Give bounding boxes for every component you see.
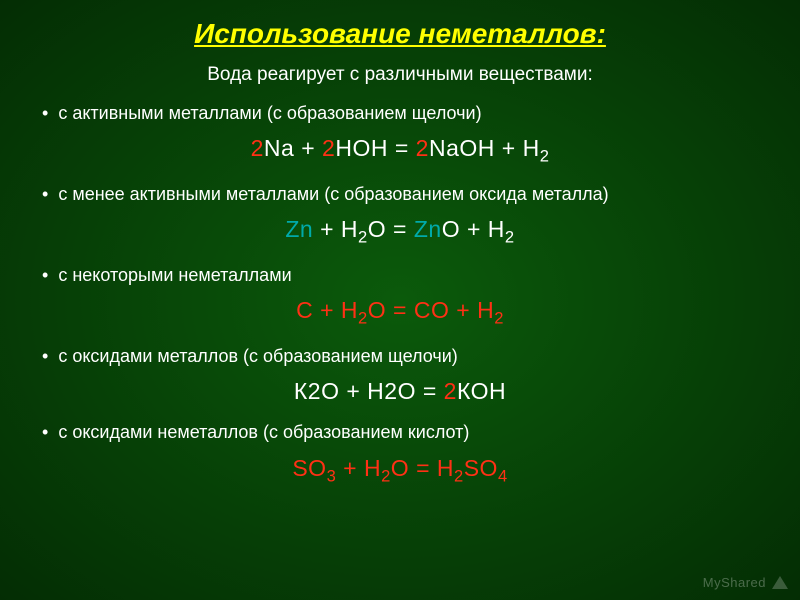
bullet-row: • с оксидами металлов (с образованием ще…	[42, 345, 758, 368]
watermark-text: MyShared	[703, 575, 766, 590]
formula-1: Zn + H2O = ZnO + H2	[42, 216, 758, 248]
slide: Использование неметаллов: Вода реагирует…	[0, 0, 800, 486]
formula-0: 2Na + 2HOH = 2NaOH + H2	[42, 135, 758, 167]
item-label: с оксидами неметаллов (с образованием ки…	[58, 421, 469, 444]
item-label: с активными металлами (с образованием ще…	[58, 102, 481, 125]
bullet-icon: •	[42, 421, 48, 444]
item-0: • с активными металлами (с образованием …	[42, 102, 758, 167]
item-2: • с некоторыми неметаллами C + H2O = CO …	[42, 264, 758, 329]
bullet-row: • с оксидами неметаллов (с образованием …	[42, 421, 758, 444]
formula-4: SO3 + H2O = H2SO4	[42, 455, 758, 487]
bullet-row: • с активными металлами (с образованием …	[42, 102, 758, 125]
item-1: • с менее активными металлами (с образов…	[42, 183, 758, 248]
bullet-icon: •	[42, 102, 48, 125]
bullet-row: • с некоторыми неметаллами	[42, 264, 758, 287]
slide-title: Использование неметаллов:	[42, 18, 758, 50]
bullet-icon: •	[42, 183, 48, 206]
slide-subtitle: Вода реагирует с различными веществами:	[42, 64, 758, 86]
bullet-row: • с менее активными металлами (с образов…	[42, 183, 758, 206]
item-label: с оксидами металлов (с образованием щело…	[58, 345, 457, 368]
formula-3: К2О + Н2О = 2КОН	[42, 378, 758, 405]
bullet-icon: •	[42, 264, 48, 287]
item-3: • с оксидами металлов (с образованием ще…	[42, 345, 758, 405]
play-icon	[772, 576, 788, 589]
bullet-icon: •	[42, 345, 48, 368]
item-label: с некоторыми неметаллами	[58, 264, 291, 287]
item-4: • с оксидами неметаллов (с образованием …	[42, 421, 758, 486]
watermark: MyShared	[703, 575, 788, 590]
item-label: с менее активными металлами (с образован…	[58, 183, 608, 206]
formula-2: C + H2O = CO + H2	[42, 297, 758, 329]
